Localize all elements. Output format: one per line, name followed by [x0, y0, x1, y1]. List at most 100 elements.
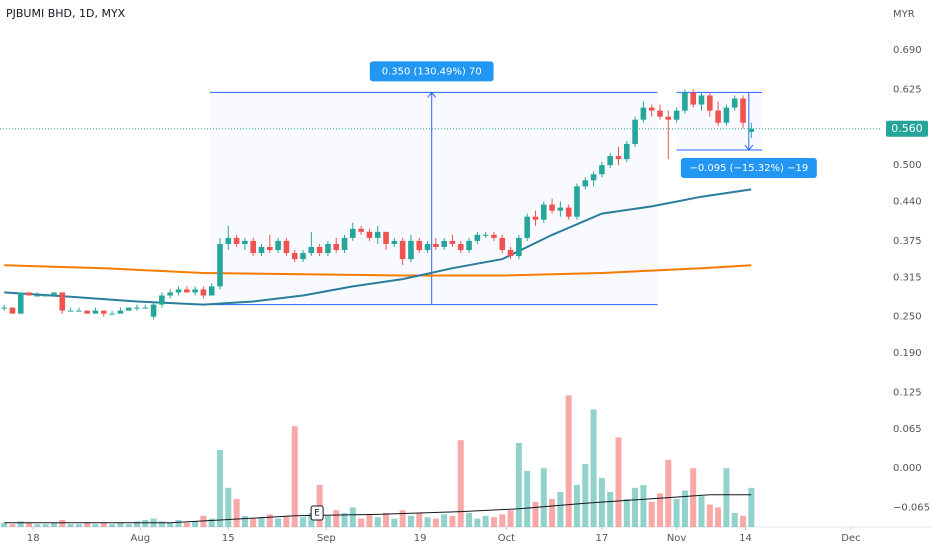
- candle-body: [291, 253, 298, 260]
- volume-bar: [507, 510, 514, 527]
- candle-body: [175, 289, 182, 293]
- volume-bar: [92, 524, 99, 527]
- candle-body: [316, 246, 323, 254]
- candle-body: [100, 310, 107, 314]
- candle-body: [590, 174, 597, 181]
- candle-body: [1, 307, 7, 309]
- volume-bar: [308, 513, 315, 527]
- candle-body: [275, 240, 281, 251]
- arrow-head: [744, 144, 754, 151]
- candle-body: [408, 240, 414, 260]
- volume-ma-line: [4, 494, 752, 524]
- volume-bar: [192, 521, 199, 527]
- candle-body: [300, 253, 306, 260]
- candle-body: [607, 156, 613, 166]
- candle-body: [648, 107, 655, 111]
- candle-body: [125, 307, 132, 311]
- candle-body: [208, 286, 215, 296]
- candle-body: [391, 240, 398, 244]
- volume-bar: [565, 395, 572, 527]
- candle-body: [42, 295, 49, 297]
- candle-body: [599, 165, 605, 175]
- candle-body: [632, 119, 638, 144]
- candle-body: [350, 228, 356, 238]
- candle-body: [433, 243, 439, 247]
- volume-bar: [632, 487, 639, 527]
- volume-bar: [26, 522, 33, 527]
- x-tick-label: 19: [414, 533, 427, 544]
- y-tick-label: 0.375: [893, 236, 922, 247]
- candle-body: [325, 243, 331, 254]
- candle-body: [200, 289, 207, 296]
- volume-bar: [75, 524, 82, 527]
- volume-bar: [424, 517, 431, 527]
- volume-bar: [291, 426, 298, 527]
- volume-bar: [731, 513, 738, 527]
- volume-bar: [665, 459, 672, 527]
- candle-body: [225, 237, 232, 244]
- candle-body: [657, 110, 663, 117]
- candle-body: [623, 143, 630, 160]
- candle-body: [441, 240, 447, 247]
- candle-body: [707, 95, 713, 111]
- volume-bar: [225, 487, 232, 527]
- candle-body: [715, 110, 721, 123]
- volume-bar: [233, 499, 240, 527]
- volume-bar: [383, 513, 390, 527]
- volume-bar: [623, 499, 630, 527]
- candle-body: [449, 240, 456, 244]
- volume-bar: [573, 485, 580, 527]
- x-tick-label: 18: [27, 533, 40, 544]
- volume-bar: [241, 515, 248, 527]
- y-tick-label: 0.625: [893, 84, 922, 95]
- x-tick-label: Oct: [498, 533, 515, 544]
- earnings-label: E: [314, 509, 320, 519]
- volume-bar: [266, 514, 273, 527]
- candle-body: [192, 289, 198, 293]
- volume-bar: [349, 507, 356, 527]
- candle-body: [17, 292, 24, 314]
- measure-label: −0.095 (−15.32%) −19: [689, 163, 808, 174]
- y-tick-label: 0.125: [893, 387, 922, 398]
- volume-bar: [42, 524, 49, 527]
- volume-bar: [515, 443, 522, 527]
- volume-bar: [540, 468, 547, 527]
- candle-body: [167, 292, 173, 296]
- candle-body: [92, 310, 99, 314]
- candle-body: [383, 231, 389, 244]
- volume-bar: [474, 518, 481, 527]
- candle-body: [416, 240, 423, 251]
- volume-bar: [457, 440, 464, 527]
- candle-body: [499, 237, 506, 251]
- candle-body: [34, 295, 41, 297]
- candle-body: [258, 246, 265, 254]
- volume-bar: [657, 493, 663, 527]
- volume-bar: [449, 515, 456, 527]
- y-tick-label: 0.500: [893, 160, 922, 171]
- x-tick-label: 14: [739, 533, 752, 544]
- candle-body: [491, 234, 497, 238]
- candle-body: [740, 98, 746, 123]
- candle-body: [507, 250, 514, 257]
- candle-body: [565, 207, 572, 217]
- candle-body: [283, 240, 290, 254]
- candle-body: [723, 107, 730, 123]
- y-tick-label: −0.065: [893, 503, 930, 514]
- y-tick-label: 0.000: [893, 463, 922, 474]
- candle-body: [134, 307, 140, 309]
- volume-bar: [183, 522, 190, 527]
- candle-body: [242, 240, 248, 244]
- candle-body: [308, 246, 315, 254]
- candle-body: [424, 243, 431, 251]
- candle-body: [84, 310, 90, 314]
- candle-body: [150, 304, 157, 317]
- candle-body: [9, 307, 16, 314]
- x-tick-label: Sep: [317, 533, 336, 544]
- volume-bar: [84, 522, 91, 527]
- volume-bar: [125, 524, 132, 527]
- volume-bar: [615, 437, 622, 527]
- volume-bar: [698, 496, 705, 527]
- candle-body: [540, 204, 547, 220]
- volume-bar: [366, 514, 373, 527]
- candle-body: [233, 237, 240, 244]
